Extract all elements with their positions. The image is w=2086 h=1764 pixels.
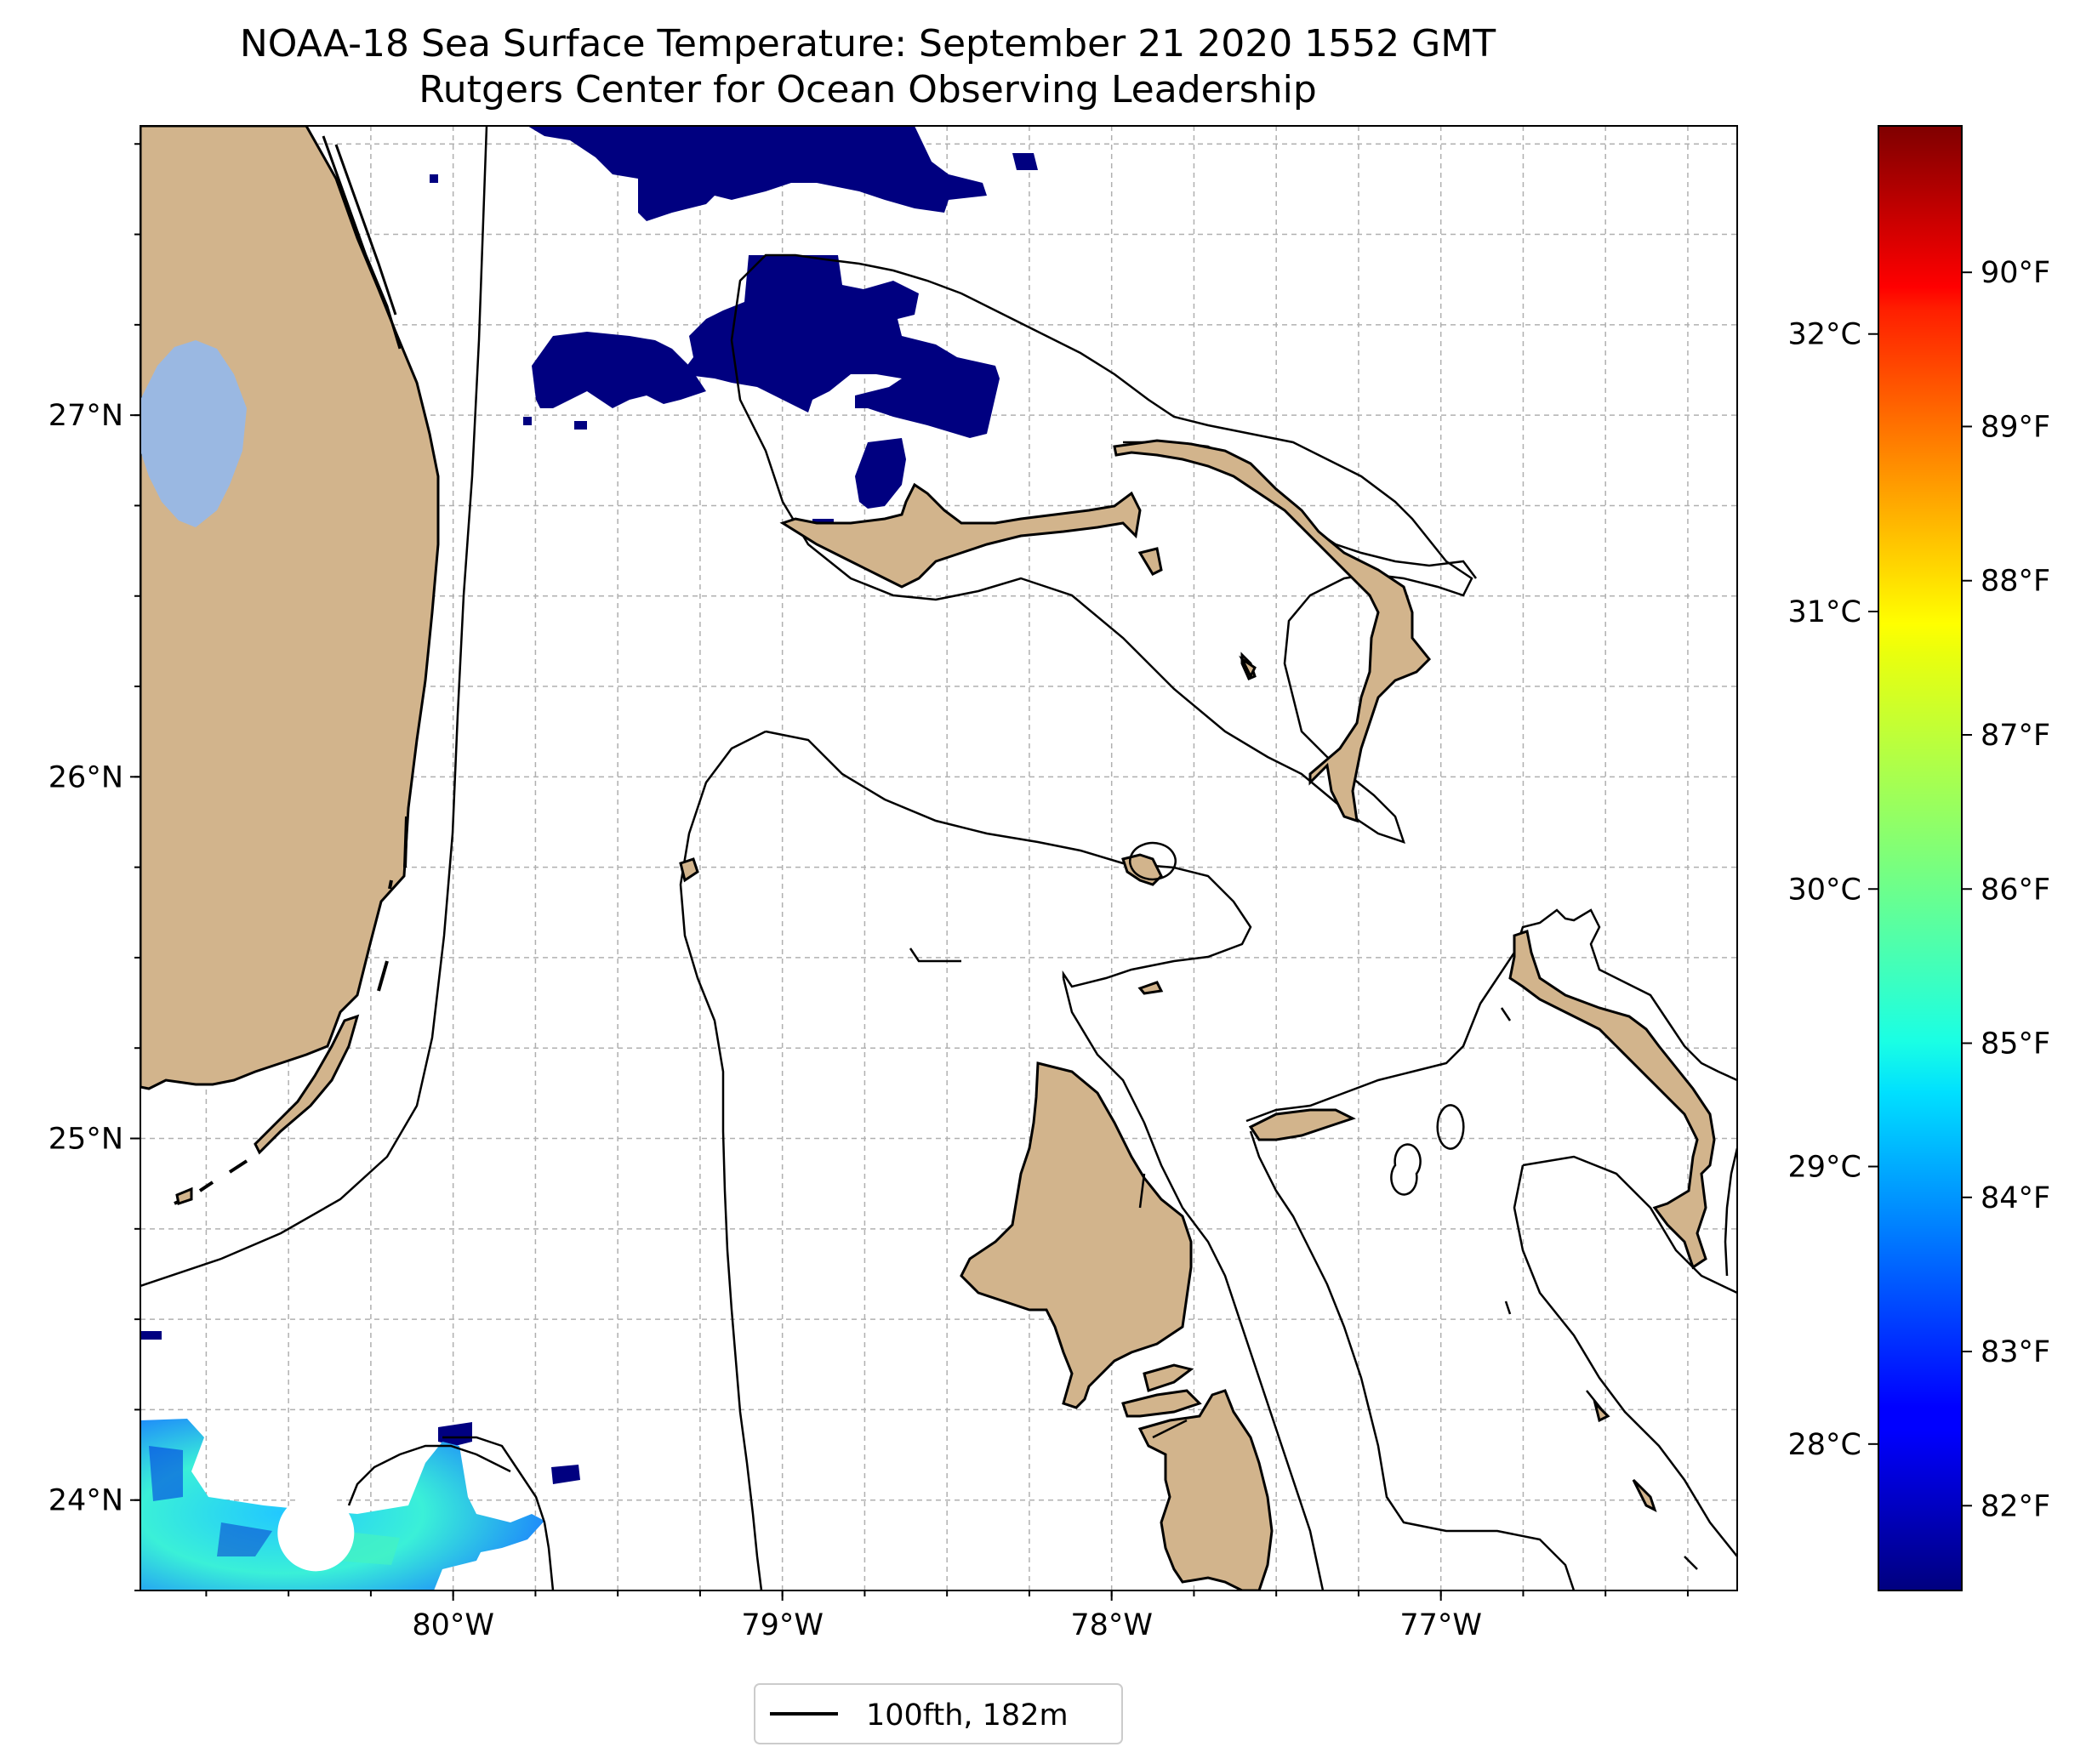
- celsius-tick-label: 31°C: [1788, 595, 1861, 629]
- florida-keys: [254, 1014, 360, 1155]
- lat-tick-label: 25°N: [48, 1123, 123, 1157]
- lon-tick-label: 79°W: [741, 1608, 824, 1642]
- fahrenheit-tick-label: 89°F: [1981, 410, 2050, 444]
- lat-tick-label: 27°N: [48, 399, 123, 433]
- longitude-axis: 80°W 79°W 78°W 77°W: [205, 1590, 1689, 1642]
- celsius-tick-label: 30°C: [1788, 873, 1861, 907]
- lon-tick-label: 77°W: [1399, 1608, 1482, 1642]
- fahrenheit-tick-label: 82°F: [1981, 1489, 2050, 1523]
- isobath-100fth: [140, 126, 1737, 1590]
- lake-okeechobee: [140, 340, 247, 527]
- reef-outlines: [1129, 841, 1698, 1570]
- colorbar-fahrenheit-axis: 82°F 83°F 84°F 85°F 86°F 87°F 88°F 89°F 90°F: [1962, 256, 2050, 1523]
- fahrenheit-tick-label: 84°F: [1981, 1181, 2050, 1215]
- legend-box: [754, 1683, 1123, 1744]
- map-subtitle: Rutgers Center for Ocean Observing Leade…: [419, 68, 1317, 111]
- fahrenheit-tick-label: 90°F: [1981, 256, 2050, 290]
- lat-tick-label: 26°N: [48, 760, 123, 794]
- fahrenheit-tick-label: 85°F: [1981, 1027, 2050, 1061]
- celsius-tick-label: 29°C: [1788, 1151, 1861, 1185]
- barrier-island: [334, 144, 397, 316]
- lat-tick-label: 24°N: [48, 1484, 123, 1518]
- key-largo: [377, 816, 408, 992]
- bahamas-land: [175, 439, 1716, 1590]
- legend: 100fth, 182m: [754, 1683, 1123, 1744]
- fahrenheit-tick-label: 87°F: [1981, 719, 2050, 753]
- fahrenheit-tick-label: 86°F: [1981, 873, 2050, 907]
- celsius-tick-label: 28°C: [1788, 1428, 1861, 1462]
- latitude-axis: 24°N 25°N 26°N 27°N: [48, 143, 140, 1591]
- lon-tick-label: 80°W: [412, 1608, 494, 1642]
- colorbar-celsius-axis: 28°C 29°C 30°C 31°C 32°C: [1788, 318, 1878, 1462]
- lon-tick-label: 78°W: [1070, 1608, 1153, 1642]
- map-title: NOAA-18 Sea Surface Temperature: Septemb…: [239, 22, 1496, 65]
- map-frame: [140, 125, 1738, 1591]
- sst-cold-patches: [140, 126, 1038, 1484]
- barrier-island: [322, 135, 402, 350]
- celsius-tick-label: 32°C: [1788, 318, 1861, 352]
- fahrenheit-tick-label: 83°F: [1981, 1335, 2050, 1369]
- map-layers: [140, 126, 1737, 1590]
- sst-warm-patch: [140, 1419, 544, 1590]
- fahrenheit-tick-label: 88°F: [1981, 565, 2050, 599]
- legend-entry-label: 100fth, 182m: [866, 1699, 1069, 1733]
- colorbar: [1878, 125, 1963, 1591]
